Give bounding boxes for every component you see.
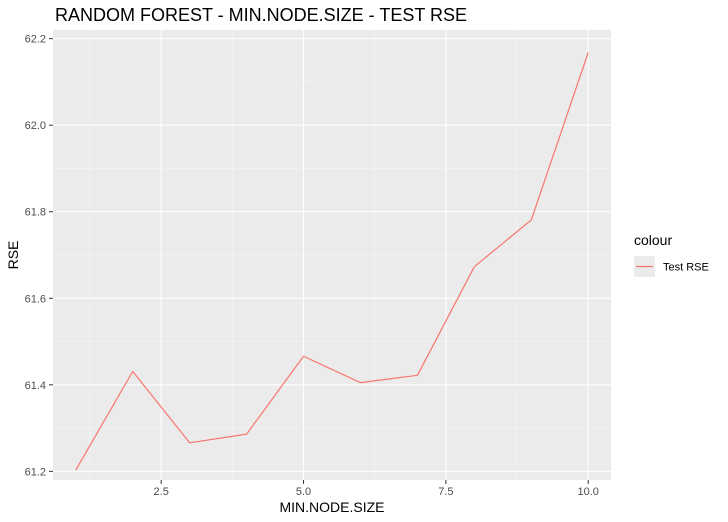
x-tick-label: 7.5 [438, 486, 453, 498]
minor-gridlines [53, 30, 611, 480]
major-gridlines [53, 30, 611, 480]
y-tick-label: 62.2 [25, 34, 46, 46]
x-axis: 2.5 5.0 7.5 10.0 [154, 480, 599, 498]
legend: colour Test RSE [634, 232, 709, 277]
chart-title: RANDOM FOREST - MIN.NODE.SIZE - TEST RSE [55, 5, 467, 25]
y-tick-label: 62.0 [25, 120, 46, 132]
series-line-test-rse [75, 52, 589, 471]
x-tick-label: 5.0 [296, 486, 311, 498]
x-tick-label: 2.5 [154, 486, 169, 498]
y-tick-label: 61.6 [25, 293, 46, 305]
y-axis: 61.2 61.4 61.6 61.8 62.0 62.2 [25, 34, 53, 478]
x-axis-title: MIN.NODE.SIZE [279, 499, 384, 515]
y-axis-title: RSE [5, 241, 21, 270]
legend-label-test-rse: Test RSE [663, 262, 709, 274]
series-layer [75, 52, 589, 471]
y-tick-label: 61.2 [25, 466, 46, 478]
y-tick-label: 61.8 [25, 207, 46, 219]
y-tick-label: 61.4 [25, 380, 46, 392]
legend-title: colour [634, 232, 672, 248]
x-tick-label: 10.0 [578, 486, 599, 498]
